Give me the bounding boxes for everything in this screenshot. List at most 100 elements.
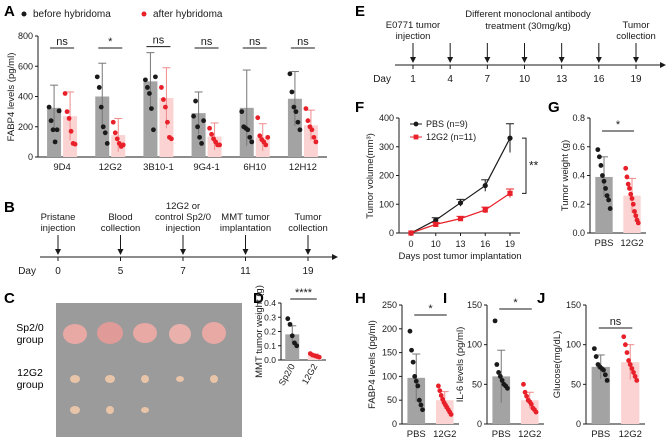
panel-b-timeline-tick-label: 11 bbox=[240, 266, 251, 277]
panel-h-x-tick-label: PBS bbox=[407, 429, 426, 440]
panel-d-point bbox=[285, 316, 291, 322]
panel-j-y-tick-label: 50 bbox=[571, 379, 581, 389]
panel-e-timeline-tick-label: 10 bbox=[519, 74, 531, 85]
panel-f-significance-bracket bbox=[522, 137, 527, 194]
panel-j-x-tick-label: 12G2 bbox=[619, 429, 642, 440]
panel-label-f: F bbox=[355, 99, 364, 116]
panel-f-y-tick-label: 400 bbox=[379, 113, 394, 123]
panel-a-legend-before: before hybridoma bbox=[33, 9, 111, 20]
panel-f-x-label: Days post tumor implantation bbox=[398, 251, 521, 262]
panel-label-i: I bbox=[443, 290, 447, 307]
panel-b-timeline-tick-label: 0 bbox=[55, 266, 61, 277]
panel-a-point bbox=[239, 109, 245, 115]
panel-j-point bbox=[601, 367, 606, 373]
panel-e-treatment-arrowhead bbox=[595, 57, 602, 63]
panel-a-point bbox=[163, 104, 168, 110]
panel-a-point bbox=[104, 140, 110, 146]
panel-h-y-tick-label: 250 bbox=[382, 300, 397, 310]
panel-a-point bbox=[62, 91, 68, 96]
panel-a-point bbox=[98, 104, 104, 110]
panel-a-legend-marker-before bbox=[21, 11, 27, 17]
panel-i-y-tick-label: 100 bbox=[467, 340, 482, 350]
panel-i-point bbox=[494, 362, 500, 367]
panel-a-point bbox=[247, 134, 253, 140]
panel-label-b: B bbox=[4, 199, 15, 216]
panel-h-point bbox=[407, 328, 413, 334]
panel-d-y-tick-label: 0.4 bbox=[264, 298, 276, 308]
panel-d-x-tick-label: 12G2 bbox=[300, 362, 320, 386]
panel-a-point bbox=[295, 119, 301, 125]
panel-i-point bbox=[499, 377, 505, 383]
panel-d-bar bbox=[285, 334, 300, 360]
panel-i-point bbox=[496, 370, 501, 375]
panel-e-timeline-tick-label: 19 bbox=[630, 74, 642, 85]
panel-e-timeline-tick-label: 1 bbox=[410, 74, 416, 85]
panel-e-timeline-arrowhead bbox=[660, 62, 666, 68]
panel-a-x-tick-label: 3B10-1 bbox=[143, 162, 174, 173]
panel-b-timeline-arrowhead bbox=[332, 254, 338, 260]
panel-g-point bbox=[607, 206, 613, 211]
panel-h-y-tick-label: 200 bbox=[382, 324, 397, 334]
panel-f-point bbox=[507, 190, 513, 196]
panel-g-bar bbox=[595, 176, 613, 233]
panel-f-y-tick-label: 300 bbox=[379, 142, 394, 152]
panel-g-point bbox=[630, 201, 636, 207]
panel-h-y-tick-label: 150 bbox=[382, 348, 397, 358]
panel-h-y-tick-label: 100 bbox=[382, 371, 397, 381]
panel-e-timeline-tick-label: 4 bbox=[447, 74, 453, 85]
panel-a-significance-label: ns bbox=[297, 36, 309, 48]
panel-h-y-tick-label: 0 bbox=[392, 419, 397, 429]
panel-a-legend-after: after hybridoma bbox=[153, 9, 223, 20]
panel-a-point bbox=[151, 127, 156, 133]
panel-h-point bbox=[410, 359, 416, 365]
panel-label-g: G bbox=[548, 99, 560, 116]
panel-a-point bbox=[64, 109, 70, 115]
panel-a-point bbox=[209, 131, 214, 137]
panel-a-point bbox=[94, 74, 100, 80]
panel-a-point bbox=[193, 98, 198, 104]
panel-h-x-tick-label: 12G2 bbox=[433, 429, 456, 440]
panel-g-point bbox=[596, 154, 602, 160]
panel-g-point bbox=[624, 174, 630, 180]
panel-a-point bbox=[100, 124, 106, 130]
panel-a-point bbox=[263, 142, 269, 148]
panel-g-point bbox=[632, 209, 637, 214]
panel-b-timeline-tick-label: 7 bbox=[180, 266, 186, 277]
panel-j-point bbox=[622, 342, 628, 348]
panel-a-point bbox=[197, 134, 202, 140]
panel-a-point bbox=[153, 74, 158, 80]
panel-f-x-tick-label: 0 bbox=[408, 239, 413, 249]
panel-a-bar bbox=[191, 113, 206, 157]
panel-e-event-label: injection bbox=[396, 31, 431, 42]
photo-label-sp20-line1: Sp2/0 bbox=[16, 322, 44, 334]
panel-b-event-label: implantation bbox=[220, 223, 271, 234]
panel-j-point bbox=[631, 370, 636, 375]
photo-label-sp20-line2: group bbox=[17, 334, 44, 346]
panel-d-point bbox=[316, 354, 322, 360]
panel-f-legend-marker-12g2 bbox=[413, 134, 419, 140]
panel-i-point bbox=[492, 318, 498, 324]
photo-row-sp20 bbox=[63, 322, 226, 344]
panel-f-point bbox=[433, 217, 439, 223]
panel-a-significance-label: * bbox=[108, 36, 113, 48]
panel-a-x-tick-label: 9D4 bbox=[53, 162, 70, 173]
panel-g-point bbox=[635, 220, 641, 226]
panel-g-point bbox=[625, 181, 631, 187]
panel-b-timeline-tick-label: 19 bbox=[302, 266, 314, 277]
panel-a-point bbox=[207, 125, 212, 131]
panel-a-point bbox=[52, 139, 58, 145]
panel-i-y-tick-label: 150 bbox=[467, 300, 482, 310]
panel-a-point bbox=[303, 106, 309, 111]
panel-j-y-label: Glucose(mg/dL) bbox=[552, 331, 563, 399]
panel-a-point bbox=[169, 136, 174, 142]
panel-g-significance-label: * bbox=[616, 119, 621, 131]
panel-j-y-tick-label: 100 bbox=[566, 340, 581, 350]
panel-j-x-tick-label: PBS bbox=[591, 429, 610, 440]
panel-e-treatment-label: Different monoclonal antibody bbox=[465, 9, 591, 20]
panel-j-point bbox=[591, 346, 597, 352]
panel-i-significance-label: * bbox=[513, 297, 518, 309]
panel-j-point bbox=[626, 358, 632, 363]
panel-f-y-tick-label: 100 bbox=[379, 199, 394, 209]
